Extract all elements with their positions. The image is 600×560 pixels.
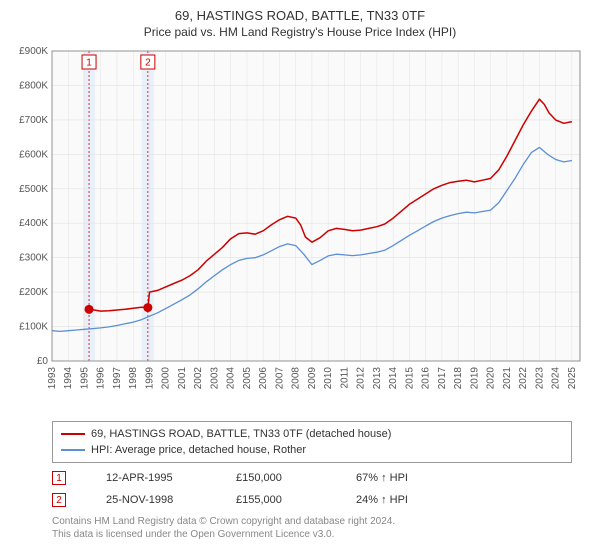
svg-text:2019: 2019 [469,367,480,390]
legend-swatch [61,449,85,451]
footer-line-1: Contains HM Land Registry data © Crown c… [52,515,590,528]
transaction-pct: 67% ↑ HPI [356,472,446,484]
chart-title: 69, HASTINGS ROAD, BATTLE, TN33 0TF [10,8,590,23]
legend-item: HPI: Average price, detached house, Roth… [61,442,563,458]
svg-text:2020: 2020 [486,367,497,390]
svg-text:£200K: £200K [19,287,48,298]
svg-text:2001: 2001 [177,367,188,390]
svg-text:£600K: £600K [19,149,48,160]
line-chart-svg: £0 £100K £200K £300K £400K £500K £600K £700K £80… [10,45,590,415]
transaction-row: 1 12-APR-1995 £150,000 67% ↑ HPI [52,467,590,489]
svg-text:2016: 2016 [421,367,432,390]
footer-attribution: Contains HM Land Registry data © Crown c… [52,515,590,541]
svg-text:2008: 2008 [291,367,302,390]
svg-text:1997: 1997 [112,367,123,390]
transaction-price: £155,000 [236,494,316,506]
svg-text:2006: 2006 [258,367,269,390]
svg-text:£900K: £900K [19,46,48,57]
svg-text:1993: 1993 [47,367,58,390]
svg-text:1999: 1999 [144,367,155,390]
chart-container: 69, HASTINGS ROAD, BATTLE, TN33 0TF Pric… [0,0,600,547]
svg-text:2004: 2004 [226,367,237,390]
chart-subtitle: Price paid vs. HM Land Registry's House … [10,25,590,39]
svg-text:2017: 2017 [437,367,448,390]
legend-swatch [61,433,85,435]
transaction-date: 12-APR-1995 [106,472,196,484]
svg-text:2000: 2000 [161,367,172,390]
transaction-marker: 2 [52,493,66,507]
svg-text:2007: 2007 [274,367,285,390]
svg-text:£400K: £400K [19,218,48,229]
svg-text:2010: 2010 [323,367,334,390]
legend-item: 69, HASTINGS ROAD, BATTLE, TN33 0TF (det… [61,426,563,442]
legend-label: HPI: Average price, detached house, Roth… [91,444,306,456]
svg-text:2014: 2014 [388,367,399,390]
svg-text:2015: 2015 [404,367,415,390]
svg-text:1: 1 [86,58,92,69]
svg-text:£300K: £300K [19,253,48,264]
svg-text:£800K: £800K [19,80,48,91]
svg-text:2009: 2009 [307,367,318,390]
svg-text:1996: 1996 [96,367,107,390]
svg-text:2025: 2025 [567,367,578,390]
svg-text:2013: 2013 [372,367,383,390]
svg-text:£100K: £100K [19,322,48,333]
footer-line-2: This data is licensed under the Open Gov… [52,528,590,541]
transaction-price: £150,000 [236,472,316,484]
svg-text:2022: 2022 [518,367,529,390]
svg-text:2024: 2024 [551,367,562,390]
transaction-pct: 24% ↑ HPI [356,494,446,506]
svg-text:£0: £0 [37,356,49,367]
svg-text:2018: 2018 [453,367,464,390]
svg-text:1994: 1994 [63,367,74,390]
transaction-table: 1 12-APR-1995 £150,000 67% ↑ HPI 2 25-NOV-199… [52,467,590,511]
svg-text:2003: 2003 [209,367,220,390]
svg-text:2011: 2011 [339,367,350,389]
svg-text:2: 2 [145,58,151,69]
svg-text:1998: 1998 [128,367,139,390]
svg-text:£500K: £500K [19,184,48,195]
transaction-date: 25-NOV-1998 [106,494,196,506]
legend-label: 69, HASTINGS ROAD, BATTLE, TN33 0TF (det… [91,428,391,440]
legend: 69, HASTINGS ROAD, BATTLE, TN33 0TF (det… [52,421,572,463]
svg-text:2002: 2002 [193,367,204,390]
svg-text:2005: 2005 [242,367,253,390]
svg-text:1995: 1995 [79,367,90,390]
svg-text:2023: 2023 [534,367,545,390]
svg-text:2012: 2012 [356,367,367,390]
transaction-row: 2 25-NOV-1998 £155,000 24% ↑ HPI [52,489,590,511]
chart-plot: £0 £100K £200K £300K £400K £500K £600K £700K £80… [10,45,590,415]
svg-text:2021: 2021 [502,367,513,390]
transaction-marker: 1 [52,471,66,485]
svg-text:£700K: £700K [19,115,48,126]
